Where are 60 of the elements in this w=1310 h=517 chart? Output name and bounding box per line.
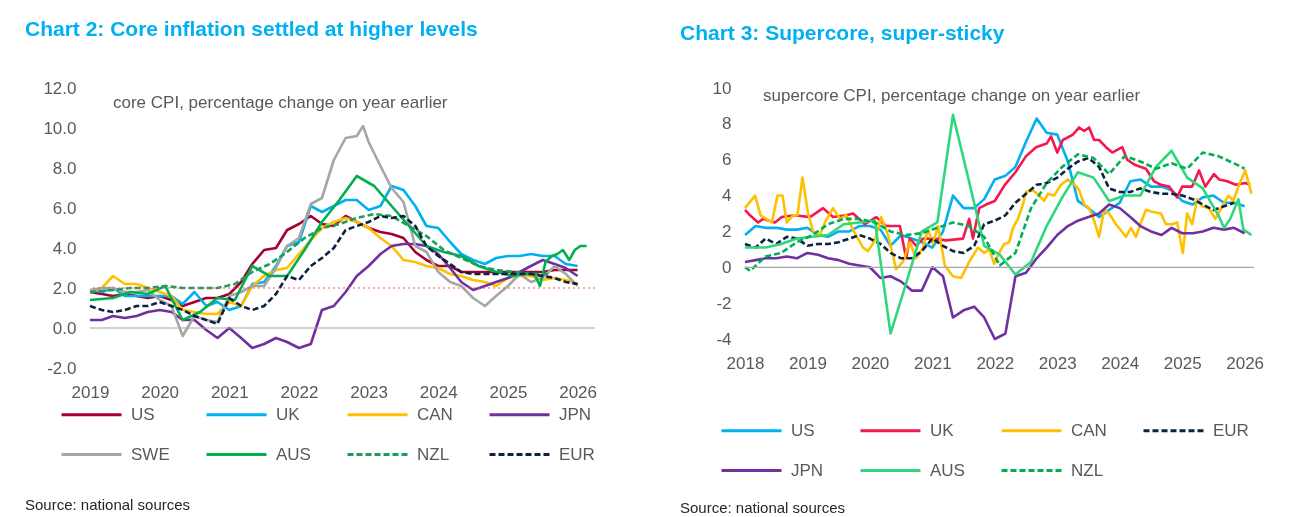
y-tick-label: 8	[722, 114, 732, 134]
legend-label: UK	[930, 420, 955, 440]
x-tick-label: 2023	[350, 382, 389, 402]
x-tick-label: 2022	[976, 353, 1015, 373]
chart-title: Chart 3: Supercore, super-sticky	[680, 21, 1005, 44]
legend-label: US	[131, 404, 155, 424]
y-tick-label: 0.0	[52, 318, 77, 338]
y-tick-label: 6	[722, 150, 732, 170]
source-note: Source: national sources	[25, 496, 191, 513]
y-tick-label: 12.0	[43, 78, 77, 98]
chart-title: Chart 2: Core inflation settled at higher levels	[25, 17, 478, 40]
source-note: Source: national sources	[680, 499, 846, 516]
x-tick-label: 2023	[1038, 353, 1077, 373]
x-tick-label: 2025	[489, 382, 528, 402]
y-tick-label: -2.0	[47, 358, 77, 378]
line-series	[88, 212, 550, 294]
y-tick-label: 4.0	[52, 238, 77, 258]
x-tick-label: 2026	[1226, 353, 1265, 373]
x-tick-label: 2022	[280, 382, 319, 402]
x-tick-label: 2018	[726, 353, 765, 373]
legend-label: NZL	[1071, 460, 1104, 480]
y-tick-label: -2	[716, 293, 732, 313]
legend-label: AUS	[276, 444, 311, 464]
y-tick-label: -4	[716, 329, 732, 349]
x-tick-label: 2019	[71, 382, 110, 402]
legend-label: NZL	[417, 444, 450, 464]
legend-label: SWE	[131, 444, 170, 464]
legend-label: UK	[276, 404, 301, 424]
x-tick-label: 2020	[851, 353, 890, 373]
legend-label: EUR	[559, 444, 595, 464]
chart-subtitle: core CPI, percentage change on year earlier	[113, 93, 448, 112]
x-tick-label: 2025	[1163, 353, 1202, 373]
y-tick-label: 2	[722, 221, 732, 241]
line-series	[743, 151, 1246, 273]
chart-subtitle: supercore CPI, percentage change on year earlier	[763, 86, 1141, 105]
legend-label: JPN	[791, 460, 824, 480]
legend-label: CAN	[417, 404, 453, 424]
x-tick-label: 2024	[1101, 353, 1140, 373]
line-series	[743, 156, 1236, 260]
legend-label: JPN	[559, 404, 592, 424]
line-series	[743, 169, 1253, 280]
legend-label: US	[791, 420, 815, 440]
y-tick-label: 6.0	[52, 198, 77, 218]
legend-label: AUS	[930, 460, 965, 480]
y-tick-label: 0	[722, 257, 732, 277]
legend-label: EUR	[1213, 420, 1249, 440]
legend-label: CAN	[1071, 420, 1107, 440]
line-series	[743, 203, 1246, 341]
x-tick-label: 2019	[789, 353, 827, 373]
y-tick-label: 10.0	[43, 118, 77, 138]
x-tick-label: 2021	[913, 353, 952, 373]
x-tick-label: 2024	[419, 382, 458, 402]
y-tick-label: 10	[712, 78, 732, 98]
y-tick-label: 8.0	[52, 158, 77, 178]
y-tick-label: 4	[722, 186, 732, 206]
line-series	[743, 113, 1253, 335]
x-tick-label: 2026	[559, 382, 597, 402]
y-tick-label: 2.0	[52, 278, 77, 298]
x-tick-label: 2020	[141, 382, 180, 402]
x-tick-label: 2021	[210, 382, 249, 402]
